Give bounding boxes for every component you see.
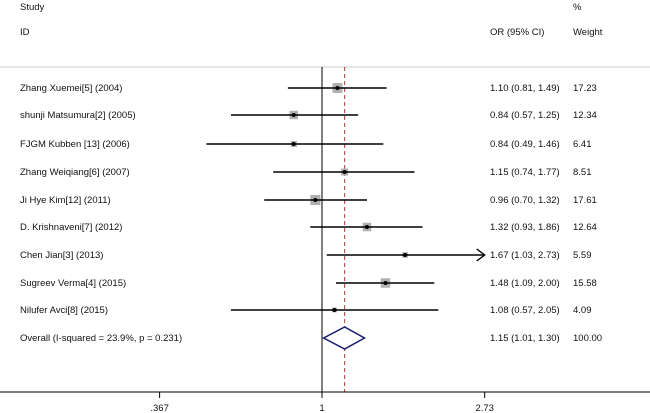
header-or: OR (95% CI) [490,27,544,38]
x-tick-label: 2.73 [475,403,494,413]
ci-arrow-icon [476,248,486,262]
header-weight-top: % [573,2,582,13]
point-estimate [313,198,318,202]
weight-value: 6.41 [573,139,592,150]
overall-label: Overall (I-squared = 23.9%, p = 0.231) [20,333,182,344]
overall-or-ci: 1.15 (1.01, 1.30) [490,333,560,344]
study-label: shunji Matsumura[2] (2005) [20,110,136,121]
weight-value: 4.09 [573,305,592,316]
point-estimate [403,253,408,257]
weight-value: 17.23 [573,83,597,94]
point-estimate [364,225,369,229]
or-ci-value: 1.67 (1.03, 2.73) [490,250,560,261]
header-weight: Weight [573,27,603,38]
header-study: ID [20,27,30,38]
or-ci-value: 0.84 (0.49, 1.46) [490,139,560,150]
study-label: Ji Hye Kim[12] (2011) [20,195,111,206]
weight-value: 12.34 [573,110,597,121]
or-ci-value: 0.96 (0.70, 1.32) [490,195,560,206]
point-estimate [335,86,340,90]
point-estimate [291,113,296,117]
weight-value: 12.64 [573,222,597,233]
or-ci-value: 1.32 (0.93, 1.86) [490,222,560,233]
point-estimate [383,281,388,285]
study-label: FJGM Kubben [13] (2006) [20,139,130,150]
or-ci-value: 1.08 (0.57, 2.05) [490,305,560,316]
header-study-top: Study [20,2,45,13]
study-label: Sugreev Verma[4] (2015) [20,278,126,289]
or-ci-value: 0.84 (0.57, 1.25) [490,110,560,121]
weight-value: 17.61 [573,195,597,206]
study-label: Chen Jian[3] (2013) [20,250,103,261]
x-tick-label: .367 [150,403,169,413]
weight-value: 15.58 [573,278,597,289]
study-label: D. Krishnaveni[7] (2012) [20,222,122,233]
or-ci-value: 1.10 (0.81, 1.49) [490,83,560,94]
weight-value: 5.59 [573,250,592,261]
or-ci-value: 1.15 (0.74, 1.77) [490,167,560,178]
point-estimate [342,170,347,174]
point-estimate [291,142,296,146]
study-label: Nilufer Avci[8] (2015) [20,305,108,316]
or-ci-value: 1.48 (1.09, 2.00) [490,278,560,289]
x-tick-label: 1 [319,403,324,413]
point-estimate [332,308,337,312]
weight-value: 8.51 [573,167,592,178]
study-label: Zhang Weiqiang[6] (2007) [20,167,130,178]
overall-diamond [321,326,367,350]
overall-weight: 100.00 [573,333,602,344]
study-label: Zhang Xuemei[5] (2004) [20,83,122,94]
